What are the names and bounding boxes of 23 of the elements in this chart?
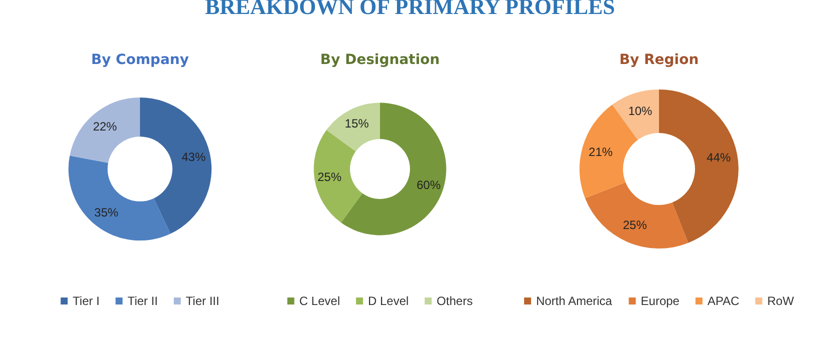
legend-label: Europe [640,294,680,308]
data-label: 15% [344,116,370,130]
data-label: 22% [92,120,118,134]
data-label: 44% [706,150,732,165]
legend-label: Tier III [186,294,220,308]
data-label: 10% [628,104,653,118]
legend-label: C Level [299,294,340,308]
chart-title: By Company [91,52,189,68]
chart-title: By Designation [320,52,440,68]
legend-label: North America [536,294,612,308]
legend-label: RoW [767,294,795,308]
data-label: 60% [416,178,441,192]
legend-label: Others [436,294,473,308]
legend-label: APAC [707,294,740,308]
data-label: 25% [622,218,648,232]
legend-label: Tier I [72,294,100,308]
data-label: 25% [317,170,342,184]
data-label: 35% [94,205,119,220]
data-label: 21% [588,145,613,160]
data-label: 43% [182,150,206,164]
chart-title: By Region [619,52,699,68]
legend-label: Tier II [128,294,158,308]
legend-label: D Level [368,294,409,308]
